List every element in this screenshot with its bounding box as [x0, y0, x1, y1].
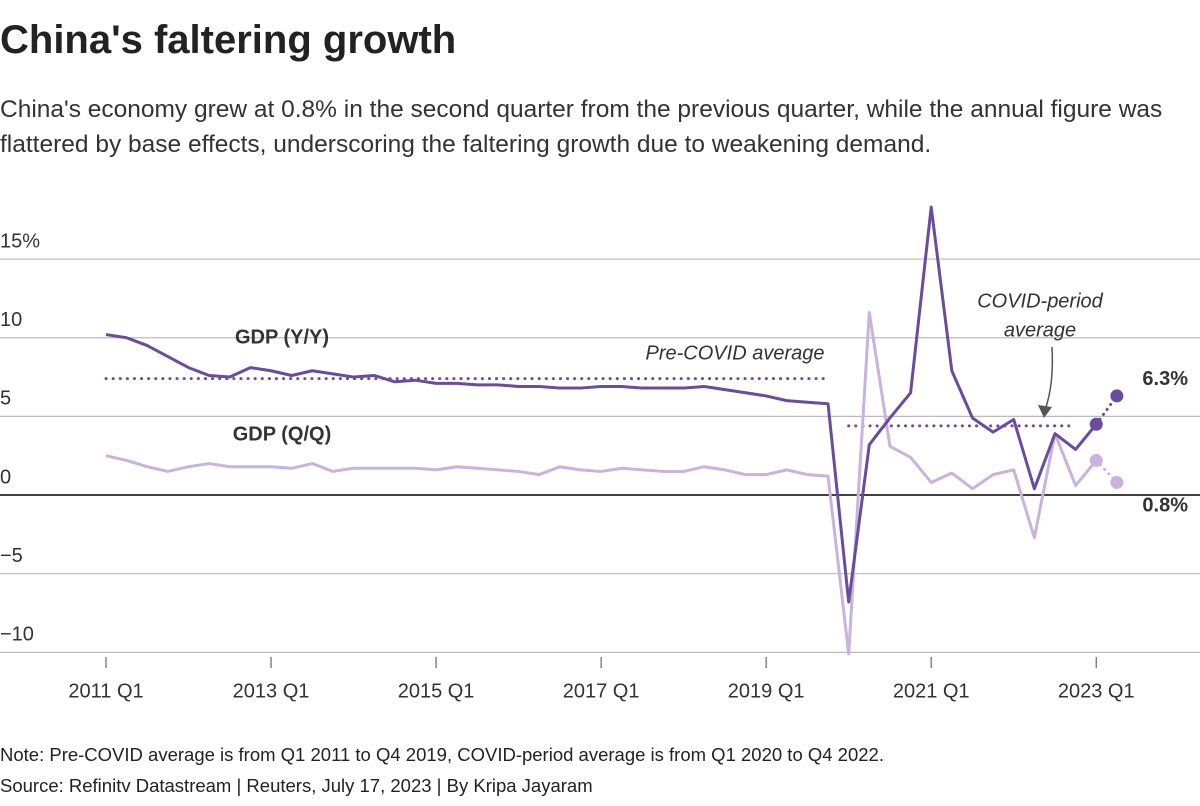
- x-tick-label: 2015 Q1: [398, 680, 475, 702]
- source: Source: Refinitv Datastream | Reuters, J…: [0, 775, 593, 796]
- x-tick-label: 2021 Q1: [893, 680, 970, 702]
- chart-subtitle: China's economy grew at 0.8% in the seco…: [0, 96, 1163, 158]
- annotation-arrowhead: [1038, 405, 1052, 418]
- point: [1110, 389, 1124, 403]
- annotation: average: [1004, 319, 1076, 341]
- series-label: GDP (Q/Q): [233, 423, 332, 445]
- x-tick-label: 2013 Q1: [233, 680, 310, 702]
- x-tick-label: 2023 Q1: [1058, 680, 1135, 702]
- x-tick-label: 2019 Q1: [728, 680, 805, 702]
- y-tick-label: −10: [0, 624, 34, 646]
- series-label: GDP (Y/Y): [235, 326, 329, 348]
- annotation-arrow: [1044, 346, 1054, 411]
- value-label: 0.8%: [1142, 495, 1188, 517]
- y-tick-label: 5: [0, 388, 11, 410]
- line-series: [105, 311, 1098, 656]
- annotation: Pre-COVID average: [646, 342, 825, 364]
- x-tick-label: 2011 Q1: [68, 680, 143, 702]
- y-tick-label: −5: [0, 545, 23, 567]
- annotation: COVID-period: [977, 290, 1103, 312]
- point: [1110, 475, 1124, 489]
- chart-title: China's faltering growth: [0, 18, 457, 62]
- y-tick-label: 15%: [0, 230, 40, 252]
- chart: −10 −5 0 5 10 15% 2011 Q1 2013 Q1 2015 Q1 2017 Q1…: [0, 205, 1200, 702]
- point: [1089, 453, 1103, 467]
- y-tick-label: 10: [0, 309, 22, 331]
- value-label: 6.3%: [1142, 368, 1188, 390]
- line-series: [105, 205, 1098, 604]
- y-tick-label: 0: [0, 466, 11, 488]
- x-tick-label: 2017 Q1: [563, 680, 640, 702]
- point: [1089, 417, 1103, 431]
- note: Note: Pre-COVID average is from Q1 2011 …: [0, 744, 884, 765]
